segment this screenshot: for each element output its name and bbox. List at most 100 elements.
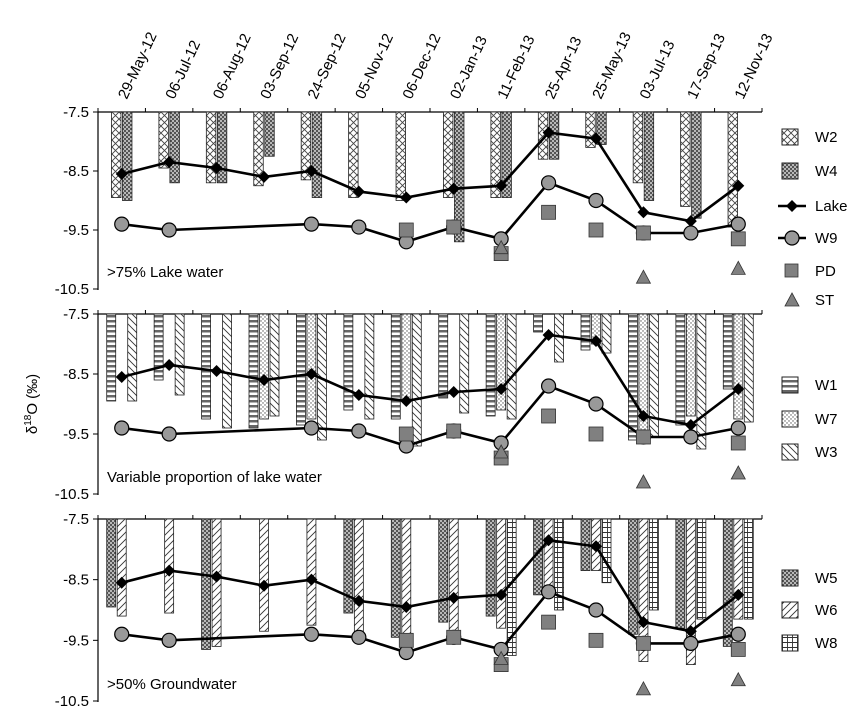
bar-w3-11-feb-13 (506, 313, 517, 420)
point-lake-29-may-12 (115, 576, 128, 589)
legend-label-lake: Lake (815, 198, 848, 215)
bar-w5-02-jan-13 (438, 518, 449, 623)
point-lake-29-may-12 (115, 371, 128, 383)
bar-w1-06-jul-12 (153, 313, 164, 381)
bar-w2-05-nov-12 (348, 111, 359, 198)
panel-label-1: >75% Lake water (107, 264, 223, 281)
point-w9-05-nov-12 (351, 423, 367, 439)
bar-w7-17-sep-13 (685, 313, 696, 417)
point-w9-25-may-13 (588, 396, 604, 412)
bar-w7-24-sep-12 (306, 313, 317, 420)
bar-w7-03-sep-12 (259, 313, 269, 420)
bar-w6-24-sep-12 (306, 518, 317, 626)
point-lake-12-nov-13 (732, 588, 745, 601)
point-w9-17-sep-13 (683, 225, 699, 241)
bar-w6-11-feb-13 (496, 518, 507, 629)
legend-label-w7: W7 (815, 411, 838, 428)
date-label-17-sep-13: 17-Sep-13 (684, 31, 729, 102)
bar-w2-03-jul-13 (632, 111, 644, 184)
date-label-29-may-12: 29-May-12 (115, 30, 161, 102)
y-tick-label: -9.5 (63, 632, 89, 649)
point-pd-12-nov-13 (730, 231, 746, 247)
point-lake-03-jul-13 (637, 206, 650, 219)
point-lake-06-jul-12 (163, 156, 176, 169)
y-tick-label: -9.5 (63, 426, 89, 443)
bar-w2-25-may-13 (585, 111, 596, 148)
bar-w6-03-jul-13 (638, 518, 649, 662)
point-w9-06-jul-12 (161, 222, 177, 238)
bar-w6-12-nov-13 (733, 518, 744, 620)
bar-w6-02-jan-13 (448, 518, 459, 632)
bar-w8-25-may-13 (601, 518, 612, 584)
point-w9-05-nov-12 (351, 629, 367, 645)
point-w9-25-may-13 (588, 192, 604, 209)
point-pd-06-dec-12 (398, 222, 414, 238)
bar-w2-02-jan-13 (443, 111, 454, 198)
point-lake-25-may-13 (590, 132, 602, 145)
bar-w4-29-may-12 (122, 111, 133, 201)
bar-w5-06-dec-12 (390, 518, 401, 638)
point-lake-06-dec-12 (400, 395, 413, 407)
point-lake-06-aug-12 (210, 162, 223, 175)
legend-swatch (781, 569, 799, 587)
bar-w1-11-feb-13 (485, 313, 496, 417)
point-lake-24-sep-12 (305, 368, 318, 380)
point-pd-02-jan-13 (446, 629, 462, 645)
line-w9 (121, 384, 739, 448)
point-pd-02-jan-13 (446, 423, 462, 439)
point-st-03-jul-13 (635, 474, 652, 489)
date-label-05-nov-12: 05-Nov-12 (352, 31, 397, 102)
point-lake-11-feb-13 (495, 588, 508, 601)
legend-label-pd: PD (815, 263, 836, 280)
bar-w4-06-aug-12 (216, 111, 228, 184)
point-st-03-jul-13 (635, 269, 652, 284)
point-lake-06-aug-12 (210, 570, 223, 583)
bar-w4-03-jul-13 (643, 111, 655, 201)
y-tick-label: -8.5 (63, 572, 89, 589)
bar-w7-12-nov-13 (733, 313, 744, 420)
legend-item-w9: W9 (778, 230, 838, 247)
y-tick-label: -8.5 (63, 366, 89, 383)
legend-swatch (781, 634, 799, 652)
bar-w8-25-apr-13 (554, 518, 564, 611)
bar-w3-05-nov-12 (364, 313, 375, 420)
date-label-25-may-13: 25-May-13 (589, 30, 635, 102)
y-tick-label: -7.5 (63, 104, 89, 121)
legend-layer: W2 W4 Lake W9 PD ST W1 W7 W3 W5 W6 W8 (778, 128, 848, 652)
point-lake-03-jul-13 (637, 616, 650, 629)
legend-item-pd: PD (784, 263, 836, 280)
point-pd-03-jul-13 (636, 429, 651, 445)
legend-label-w9: W9 (815, 230, 838, 247)
bar-w5-17-sep-13 (675, 518, 686, 629)
point-pd-25-apr-13 (541, 614, 556, 630)
bar-w3-17-sep-13 (696, 313, 707, 450)
bar-w1-02-jan-13 (438, 313, 449, 399)
date-label-03-sep-12: 03-Sep-12 (257, 31, 302, 102)
point-lake-25-apr-13 (542, 126, 555, 139)
y-tick-label: -9.5 (63, 222, 89, 239)
bar-w4-03-sep-12 (264, 111, 275, 157)
point-pd-03-jul-13 (636, 225, 651, 241)
point-lake-03-sep-12 (258, 170, 270, 183)
bar-w2-03-sep-12 (253, 111, 264, 187)
date-label-06-dec-12: 06-Dec-12 (400, 31, 445, 102)
legend-item-st: ST (784, 292, 834, 309)
date-label-25-apr-13: 25-Apr-13 (542, 34, 586, 102)
point-w9-24-sep-12 (303, 216, 320, 232)
bar-w3-06-dec-12 (411, 313, 422, 447)
bar-w6-06-aug-12 (211, 518, 222, 647)
line-w9 (121, 181, 739, 244)
bar-w1-25-apr-13 (533, 313, 543, 333)
point-st-11-feb-13 (493, 650, 509, 665)
point-lake-06-jul-12 (163, 564, 176, 577)
legend-swatch (781, 443, 799, 461)
bar-w5-05-nov-12 (343, 518, 354, 614)
point-lake-02-jan-13 (447, 182, 460, 195)
point-pd-02-jan-13 (446, 219, 462, 235)
bar-w6-06-dec-12 (401, 518, 412, 635)
bar-w5-12-nov-13 (722, 518, 733, 647)
bar-w1-24-sep-12 (296, 313, 306, 426)
point-w9-12-nov-13 (730, 420, 746, 436)
point-lake-03-sep-12 (258, 579, 270, 592)
